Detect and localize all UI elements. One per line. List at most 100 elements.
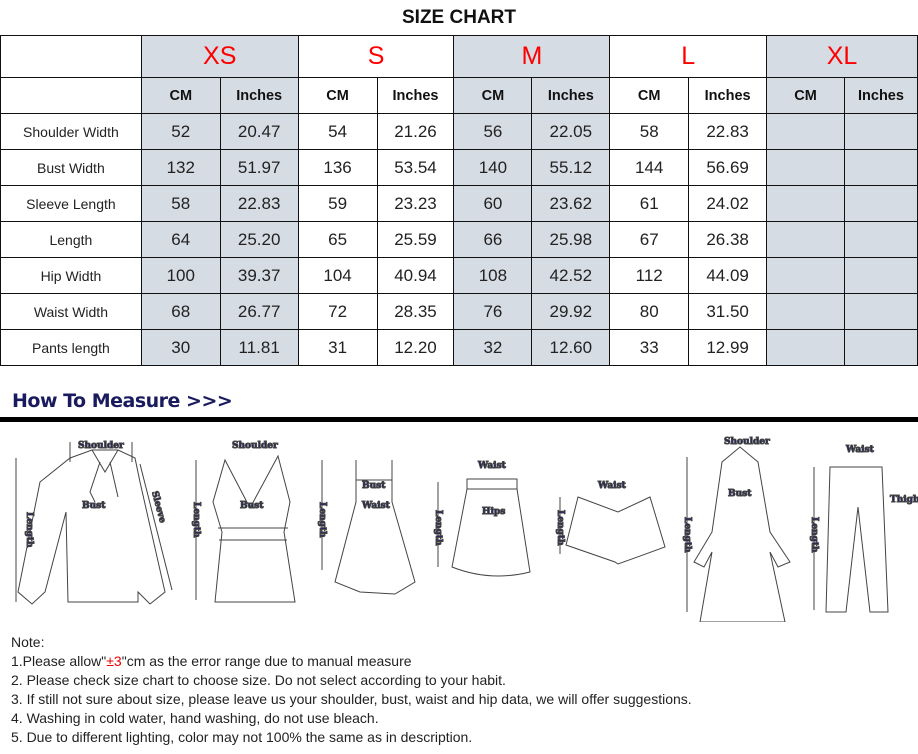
- table-cell: 22.05: [531, 113, 611, 150]
- table-cell: 20.47: [219, 113, 299, 150]
- measure-label: Bust: [82, 501, 106, 511]
- how-to-measure-heading: How To Measure >>>: [12, 390, 233, 412]
- measure-label: Waist: [477, 461, 507, 471]
- measure-label: Length: [191, 502, 201, 538]
- notes-heading: Note:: [11, 634, 45, 650]
- table-cell: [766, 113, 845, 150]
- table-cell: 12.99: [688, 329, 768, 366]
- table-cell: 100: [140, 257, 221, 294]
- divider: [0, 417, 918, 422]
- table-cell: 23.62: [531, 185, 611, 222]
- table-cell: 52: [140, 113, 221, 150]
- table-cell: 25.98: [531, 221, 611, 258]
- table-cell: 61: [609, 185, 690, 222]
- coat-diagram: Shoulder Bust Length: [682, 437, 791, 622]
- notes: Note: 1.Please allow"±3"cm as the error …: [11, 633, 692, 747]
- table-row: Pants length 30 11.81 31 12.20 32 12.60 33 12.99: [0, 329, 918, 366]
- table-cell: 44.09: [688, 257, 768, 294]
- table-cell: [843, 185, 918, 222]
- table-row: Length 64 25.20 65 25.59 66 25.98 67 26.38: [0, 221, 918, 258]
- table-cell: 60: [453, 185, 533, 222]
- note-4: 4. Washing in cold water, hand washing, …: [11, 710, 379, 726]
- shorts-diagram: Waist Length: [555, 481, 666, 565]
- empty-cell: [0, 77, 142, 114]
- row-label: Bust Width: [0, 149, 142, 186]
- note-5: 5. Due to different lighting, color may …: [11, 729, 473, 745]
- note-text: "cm as the error range due to manual mea…: [121, 653, 412, 669]
- table-cell: 28.35: [376, 293, 455, 330]
- measure-label: Waist: [597, 481, 627, 491]
- measure-label: Thigh: [890, 495, 918, 505]
- size-table: XS S M L XL CM Inches CM Inches CM Inches CM Inches…: [0, 35, 918, 366]
- table-cell: 53.54: [376, 149, 455, 186]
- table-cell: 51.97: [219, 149, 299, 186]
- measure-label: Length: [682, 517, 692, 553]
- table-cell: 58: [609, 113, 690, 150]
- table-cell: 21.26: [376, 113, 455, 150]
- blouse-diagram: Shoulder Bust Sleeve Length: [15, 441, 173, 605]
- table-cell: 39.37: [219, 257, 299, 294]
- table-cell: 65: [297, 221, 378, 258]
- size-header-s: S: [297, 35, 455, 78]
- unit-header: CM: [766, 77, 845, 114]
- table-row: Hip Width 100 39.37 104 40.94 108 42.52 112 44.0…: [0, 257, 918, 294]
- table-cell: 33: [609, 329, 690, 366]
- table-cell: [766, 293, 845, 330]
- measure-label: Waist: [845, 445, 875, 455]
- unit-header: Inches: [531, 77, 611, 114]
- measurement-diagrams: Shoulder Bust Sleeve Length Shoulder Bus…: [15, 437, 918, 622]
- row-label: Length: [0, 221, 142, 258]
- table-cell: 26.38: [688, 221, 768, 258]
- page-title: SIZE CHART: [402, 7, 516, 28]
- table-row: Sleeve Length 58 22.83 59 23.23 60 23.62 61 24.0…: [0, 185, 918, 222]
- table-cell: 64: [140, 221, 221, 258]
- table-cell: 25.20: [219, 221, 299, 258]
- row-label: Pants length: [0, 329, 142, 366]
- table-cell: 55.12: [531, 149, 611, 186]
- table-cell: 11.81: [219, 329, 299, 366]
- table-cell: [843, 257, 918, 294]
- table-cell: 59: [297, 185, 378, 222]
- table-cell: 80: [609, 293, 690, 330]
- table-cell: 144: [609, 149, 690, 186]
- table-cell: 40.94: [376, 257, 455, 294]
- table-cell: 72: [297, 293, 378, 330]
- row-label: Sleeve Length: [0, 185, 142, 222]
- table-cell: [766, 149, 845, 186]
- table-cell: 25.59: [376, 221, 455, 258]
- table-cell: [766, 257, 845, 294]
- table-cell: 22.83: [219, 185, 299, 222]
- table-cell: 56: [453, 113, 533, 150]
- unit-header: Inches: [843, 77, 918, 114]
- table-cell: 58: [140, 185, 221, 222]
- table-cell: 12.20: [376, 329, 455, 366]
- measure-label: Length: [555, 510, 565, 546]
- measure-label: Shoulder: [724, 437, 770, 447]
- measure-label: Length: [433, 510, 443, 546]
- table-cell: 42.52: [531, 257, 611, 294]
- table-cell: 136: [297, 149, 378, 186]
- table-row: Waist Width 68 26.77 72 28.35 76 29.92 80 31.50: [0, 293, 918, 330]
- table-cell: 24.02: [688, 185, 768, 222]
- table-cell: [843, 149, 918, 186]
- measure-label: Bust: [728, 489, 752, 499]
- unit-header: Inches: [376, 77, 455, 114]
- table-cell: 112: [609, 257, 690, 294]
- table-cell: 140: [453, 149, 533, 186]
- measure-label: Hips: [482, 507, 505, 517]
- table-cell: 26.77: [219, 293, 299, 330]
- table-row: Shoulder Width 52 20.47 54 21.26 56 22.05 58 22.…: [0, 113, 918, 150]
- table-cell: 30: [140, 329, 221, 366]
- table-cell: 108: [453, 257, 533, 294]
- pants-diagram: Waist Thigh Length: [809, 445, 918, 613]
- note-2: 2. Please check size chart to choose siz…: [11, 672, 506, 688]
- table-cell: 31.50: [688, 293, 768, 330]
- table-cell: 67: [609, 221, 690, 258]
- measure-label: Length: [809, 517, 819, 553]
- table-cell: 31: [297, 329, 378, 366]
- measure-label: Bust: [362, 481, 386, 491]
- measure-label: Length: [24, 512, 34, 548]
- unit-header-row: CM Inches CM Inches CM Inches CM Inches CM Inches: [0, 77, 918, 114]
- size-header-xl: XL: [766, 35, 918, 78]
- table-cell: 54: [297, 113, 378, 150]
